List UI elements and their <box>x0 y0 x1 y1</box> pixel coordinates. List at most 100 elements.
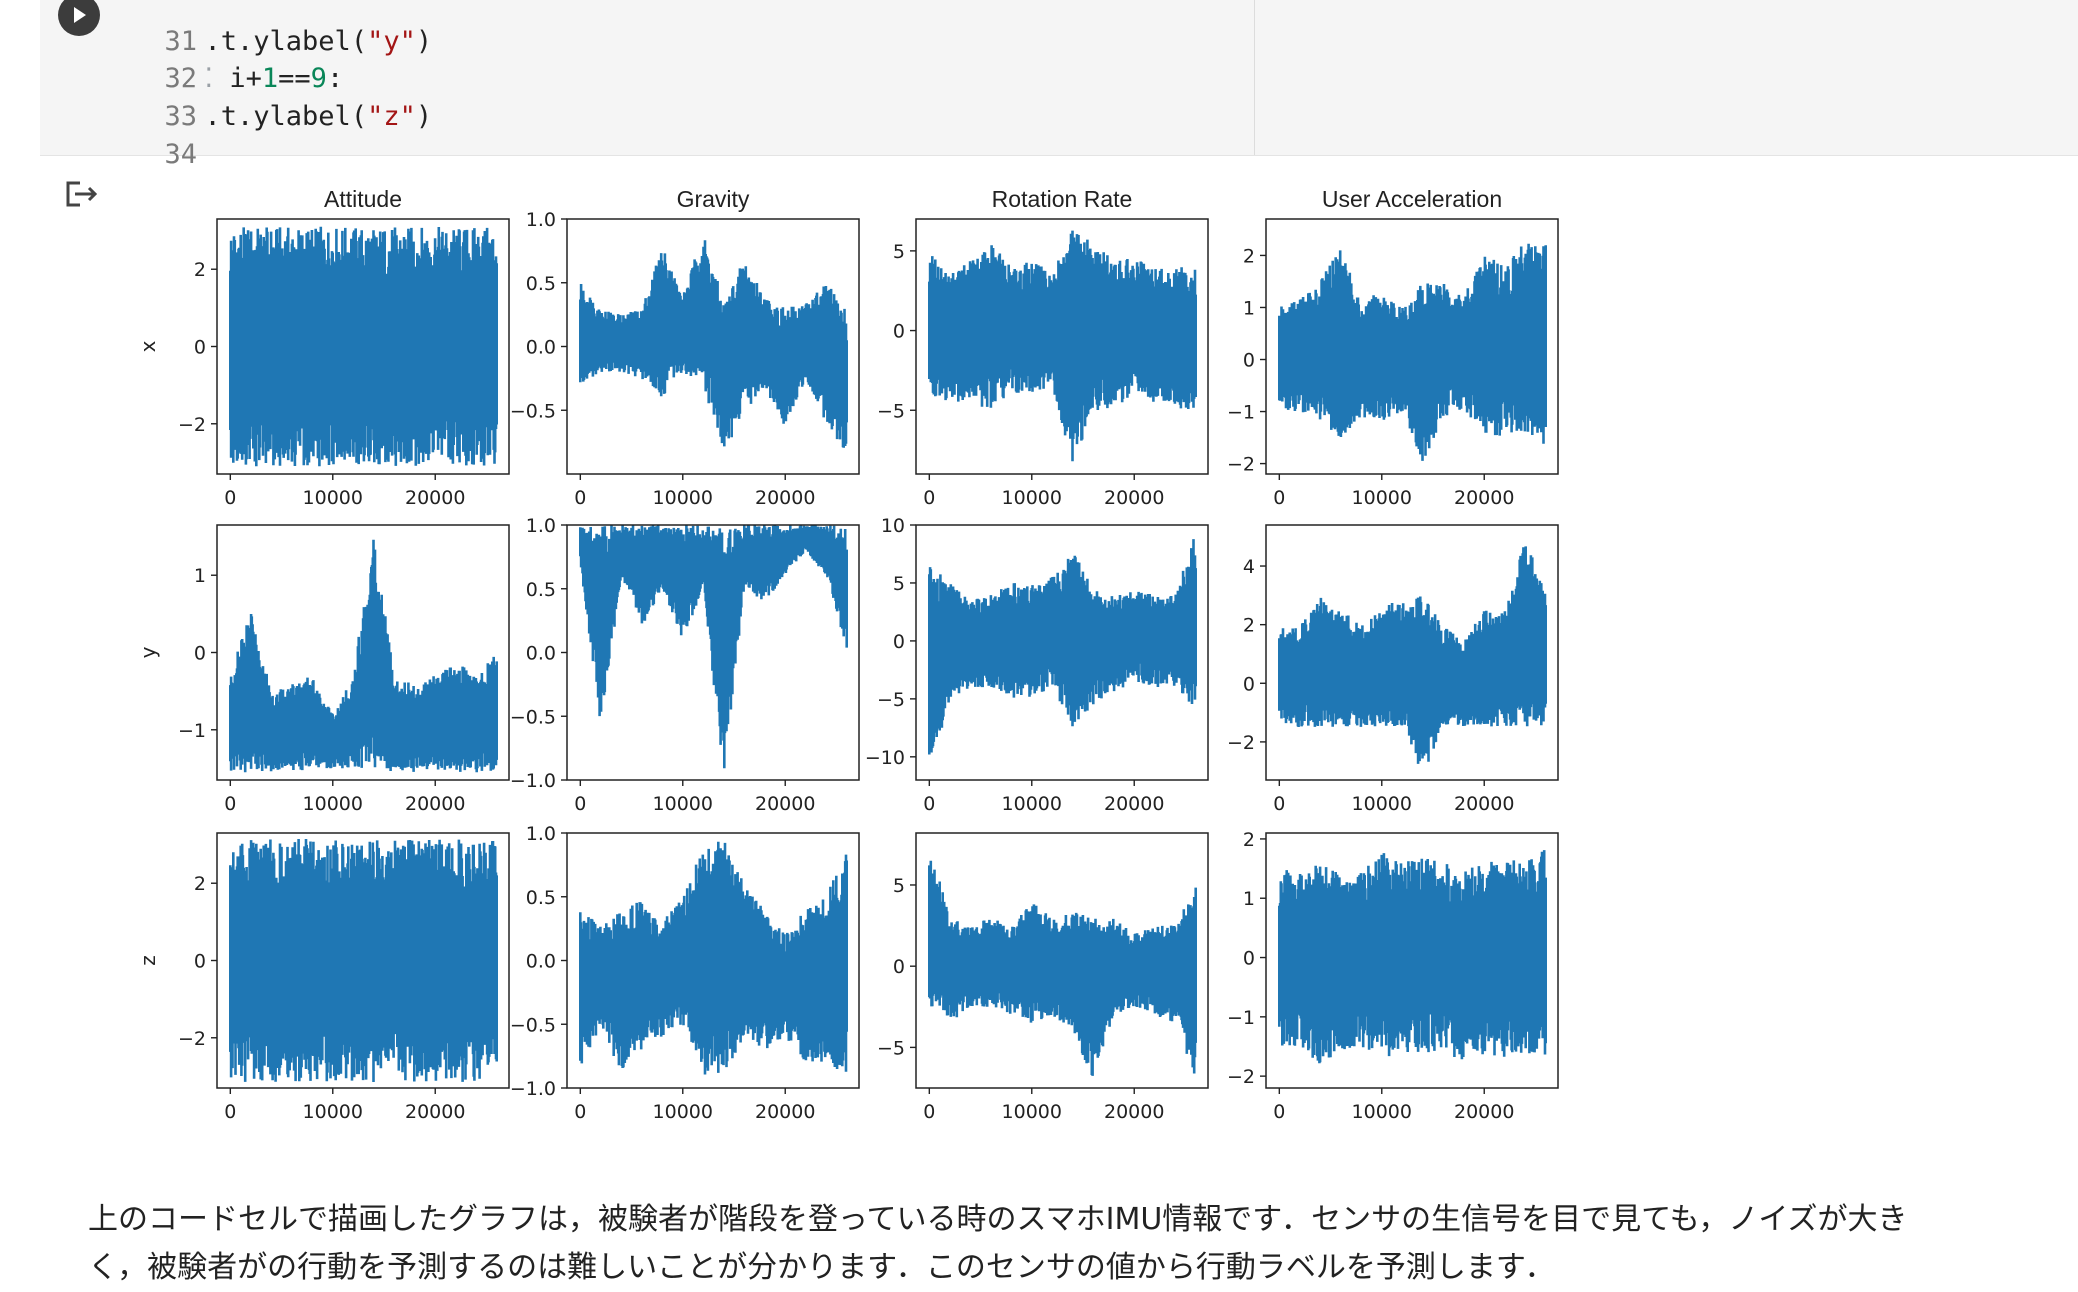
output-redirect-icon[interactable] <box>64 178 100 210</box>
x-tick-label: 20000 <box>1104 793 1164 815</box>
x-tick-label: 0 <box>574 1101 586 1123</box>
y-tick-label: −1.0 <box>510 770 556 792</box>
y-tick-label: −2 <box>1227 1066 1255 1088</box>
x-tick-label: 0 <box>224 487 236 509</box>
code-line[interactable]: 34 <box>132 98 205 170</box>
x-tick-label: 20000 <box>755 487 815 509</box>
x-tick-label: 10000 <box>1352 1101 1412 1123</box>
x-tick-label: 0 <box>1273 1101 1285 1123</box>
code-text: .t.ylabel( <box>204 26 368 57</box>
x-tick-label: 10000 <box>653 487 713 509</box>
code-line[interactable]: 31 .t.ylabel("y") <box>132 0 433 57</box>
y-tick-label: 2 <box>194 873 206 895</box>
y-tick-label: 0 <box>1243 673 1255 695</box>
series-line <box>928 230 1197 462</box>
x-tick-label: 20000 <box>405 487 465 509</box>
code-text: .t.ylabel( <box>204 101 368 132</box>
x-tick-label: 0 <box>923 1101 935 1123</box>
y-tick-label: 0 <box>893 321 905 343</box>
y-tick-label: 1 <box>1243 888 1255 910</box>
y-tick-label: 5 <box>893 573 905 595</box>
y-tick-label: −0.5 <box>510 1014 556 1036</box>
explanation-line-1: 上のコードセルで描画したグラフは，被験者が階段を登っている時のスマホIMU情報で… <box>88 1202 1908 1237</box>
y-tick-label: 10 <box>881 515 905 537</box>
series-line <box>579 525 848 769</box>
y-tick-label: −2 <box>1227 454 1255 476</box>
y-tick-label: 0 <box>194 337 206 359</box>
y-tick-label: 0 <box>893 956 905 978</box>
code-line[interactable]: 33 .t.ylabel("z") <box>132 60 433 132</box>
y-tick-label: 1.0 <box>526 823 556 845</box>
y-tick-label: 1.0 <box>526 209 556 231</box>
x-tick-label: 10000 <box>1352 793 1412 815</box>
plot-frame <box>1265 832 1559 1089</box>
x-tick-label: 10000 <box>303 487 363 509</box>
x-tick-label: 0 <box>574 487 586 509</box>
y-tick-label: 0 <box>893 631 905 653</box>
x-tick-label: 10000 <box>653 793 713 815</box>
series-line <box>1278 243 1547 461</box>
series-line <box>579 240 848 448</box>
y-tick-label: 0.0 <box>526 951 556 973</box>
y-tick-label: −5 <box>877 400 905 422</box>
y-tick-label: 2 <box>1243 829 1255 851</box>
y-axis-label: y <box>136 646 160 658</box>
x-tick-label: 10000 <box>1352 487 1412 509</box>
series-line <box>579 841 848 1075</box>
x-tick-label: 0 <box>1273 487 1285 509</box>
x-tick-label: 10000 <box>1002 793 1062 815</box>
y-tick-label: −2 <box>178 1028 206 1050</box>
x-tick-label: 20000 <box>755 1101 815 1123</box>
line-number: 32 <box>164 63 198 94</box>
y-tick-label: 0.5 <box>526 579 556 601</box>
y-tick-label: 0.5 <box>526 887 556 909</box>
code-line[interactable]: 32 ⁚ i+1==9: <box>132 22 344 94</box>
y-tick-label: 2 <box>1243 615 1255 637</box>
code-text: i+ <box>213 63 262 94</box>
x-tick-label: 20000 <box>405 793 465 815</box>
x-tick-label: 10000 <box>1002 1101 1062 1123</box>
x-tick-label: 0 <box>923 487 935 509</box>
y-tick-label: −5 <box>877 1037 905 1059</box>
series-line <box>229 839 498 1082</box>
line-number: 31 <box>164 26 198 57</box>
x-tick-label: 0 <box>224 793 236 815</box>
y-tick-label: 0.0 <box>526 337 556 359</box>
line-number: 33 <box>164 101 198 132</box>
code-text: ) <box>415 26 433 57</box>
series-line <box>1278 850 1547 1064</box>
y-tick-label: −1 <box>1227 1007 1255 1029</box>
code-text: == <box>278 63 311 94</box>
play-icon <box>74 7 86 23</box>
x-tick-label: 20000 <box>405 1101 465 1123</box>
y-tick-label: 1.0 <box>526 515 556 537</box>
plot-frame <box>915 832 1209 1089</box>
x-tick-label: 10000 <box>653 1101 713 1123</box>
explanation-text: 上のコードセルで描画したグラフは，被験者が階段を登っている時のスマホIMU情報で… <box>88 1196 2078 1292</box>
plot-frame <box>1265 218 1559 475</box>
code-cell[interactable] <box>40 0 2078 156</box>
y-tick-label: −1 <box>1227 402 1255 424</box>
y-tick-label: 5 <box>893 875 905 897</box>
x-tick-label: 0 <box>224 1101 236 1123</box>
run-cell-button[interactable] <box>58 0 100 36</box>
x-tick-label: 20000 <box>1454 793 1514 815</box>
y-tick-label: 0 <box>194 951 206 973</box>
y-tick-label: 1 <box>194 565 206 587</box>
line-number: 34 <box>164 139 198 170</box>
series-line <box>928 539 1197 755</box>
x-tick-label: 10000 <box>303 793 363 815</box>
series-line <box>928 860 1197 1076</box>
subplot-title: Rotation Rate <box>992 186 1133 212</box>
subplot-title: Gravity <box>677 186 750 212</box>
x-tick-label: 0 <box>574 793 586 815</box>
code-text: : <box>326 63 344 94</box>
y-tick-label: −2 <box>178 414 206 436</box>
code-text: ) <box>415 101 433 132</box>
y-tick-label: 2 <box>1243 245 1255 267</box>
x-tick-label: 20000 <box>1454 1101 1514 1123</box>
code-number: 9 <box>310 63 327 94</box>
subplot-title: Attitude <box>324 186 402 212</box>
y-tick-label: −1.0 <box>510 1078 556 1100</box>
